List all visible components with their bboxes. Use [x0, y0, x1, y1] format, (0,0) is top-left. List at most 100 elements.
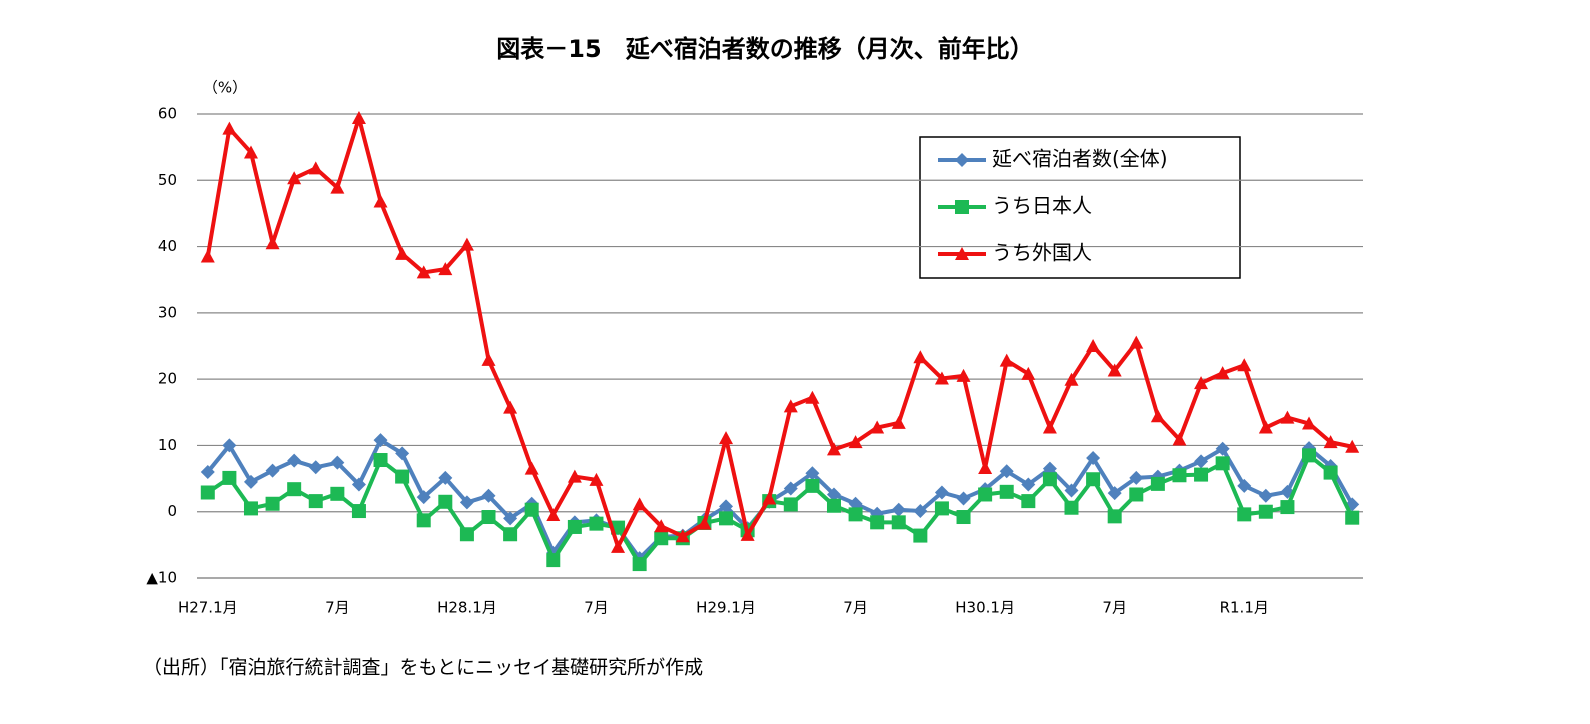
data-point — [308, 460, 323, 475]
data-point — [956, 510, 971, 525]
data-point — [287, 171, 302, 185]
data-point — [891, 502, 906, 517]
data-point — [1302, 448, 1317, 463]
data-point — [222, 470, 237, 485]
data-point — [1021, 366, 1036, 380]
data-point — [1129, 487, 1144, 502]
data-point — [351, 504, 366, 519]
data-point — [330, 180, 345, 194]
data-point — [395, 246, 410, 260]
data-point — [611, 539, 626, 553]
data-point — [546, 508, 561, 522]
data-point — [1042, 420, 1057, 434]
legend-marker — [955, 247, 969, 260]
data-point — [934, 501, 949, 516]
data-point — [416, 490, 431, 505]
data-point — [481, 510, 496, 525]
data-point — [805, 466, 820, 481]
data-point — [1215, 366, 1230, 380]
data-point — [891, 415, 906, 429]
data-point — [438, 262, 453, 276]
data-point — [1107, 363, 1122, 377]
data-point — [459, 237, 474, 251]
data-point — [1258, 504, 1273, 519]
data-point — [459, 495, 474, 510]
x-tick-label: H30.1月 — [955, 599, 1015, 617]
data-point — [1086, 451, 1101, 466]
data-point — [395, 446, 410, 461]
legend-marker — [955, 200, 969, 214]
y-tick-label: 60 — [158, 105, 177, 123]
legend-text: うち日本人 — [992, 194, 1092, 218]
data-point — [783, 399, 798, 413]
data-point — [308, 161, 323, 175]
data-point — [265, 463, 280, 478]
data-point — [632, 557, 647, 572]
data-point — [200, 485, 215, 500]
data-point — [567, 519, 582, 534]
data-point — [524, 461, 539, 475]
data-point — [848, 496, 863, 511]
data-point — [1021, 494, 1036, 509]
data-point — [1129, 335, 1144, 349]
data-point — [243, 474, 258, 489]
data-point — [870, 515, 885, 530]
data-point — [632, 497, 647, 511]
data-point — [1237, 478, 1252, 493]
data-point — [1323, 465, 1338, 480]
chart-title: 図表－15 延べ宿泊者数の推移（月次、前年比） — [496, 35, 1033, 63]
data-point — [1323, 435, 1338, 449]
legend-marker — [955, 153, 969, 167]
data-point — [373, 433, 388, 448]
data-point — [1194, 376, 1209, 390]
data-point — [934, 371, 949, 385]
data-point — [956, 491, 971, 506]
data-point — [805, 390, 820, 404]
y-tick-label: 10 — [158, 436, 177, 454]
data-point — [265, 236, 280, 250]
data-point — [826, 487, 841, 502]
data-point — [567, 469, 582, 483]
data-point — [1064, 483, 1079, 498]
data-point — [956, 368, 971, 382]
x-tick-label: 7月 — [325, 599, 350, 617]
data-point — [1280, 500, 1295, 515]
legend-text: うち外国人 — [992, 241, 1092, 265]
data-point — [762, 491, 777, 505]
data-point — [373, 194, 388, 208]
data-point — [913, 528, 928, 543]
data-point — [416, 513, 431, 528]
data-point — [999, 353, 1014, 367]
data-point — [848, 507, 863, 522]
data-point — [243, 145, 258, 159]
data-point — [826, 442, 841, 456]
data-point — [1042, 472, 1057, 487]
x-tick-label: 7月 — [1102, 599, 1127, 617]
data-point — [351, 110, 366, 124]
y-tick-label: 50 — [158, 171, 177, 189]
data-point — [783, 481, 798, 496]
data-point — [1021, 477, 1036, 492]
data-point — [1280, 410, 1295, 424]
data-point — [783, 497, 798, 512]
data-point — [524, 502, 539, 517]
data-point — [826, 498, 841, 513]
data-point — [870, 420, 885, 434]
data-point — [265, 496, 280, 511]
data-point — [1345, 439, 1360, 453]
data-point — [503, 527, 518, 542]
data-point — [1042, 461, 1057, 476]
data-point — [1172, 468, 1187, 483]
data-point — [1086, 472, 1101, 487]
legend-text: 延べ宿泊者数(全体) — [992, 147, 1168, 171]
data-point — [481, 352, 496, 366]
data-point — [503, 400, 518, 414]
x-tick-label: R1.1月 — [1220, 599, 1269, 617]
data-point — [913, 350, 928, 364]
data-point — [589, 516, 604, 531]
data-point — [805, 478, 820, 493]
data-point — [740, 527, 755, 541]
data-point — [719, 511, 734, 526]
data-point — [1194, 467, 1209, 482]
y-tick-label: ▲10 — [146, 569, 177, 587]
